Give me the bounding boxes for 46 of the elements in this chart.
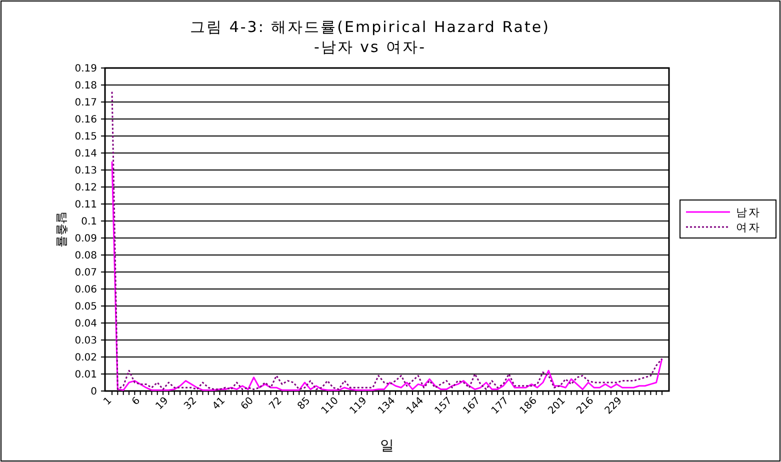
- line-series: [111, 160, 663, 391]
- y-tick-label: 0.11: [74, 200, 97, 210]
- legend-label: 남자: [736, 206, 761, 219]
- y-tick-label: 0.13: [74, 166, 97, 176]
- x-tick-label: 72: [267, 395, 284, 412]
- chart-subtitle: -남자 vs 여자-: [314, 38, 426, 56]
- x-tick-label: 85: [296, 395, 313, 412]
- x-tick-label: 6: [130, 395, 142, 408]
- y-tick-label: 0.06: [74, 284, 97, 296]
- y-tick-label: 0.04: [74, 318, 97, 330]
- y-tick-label: 0.08: [74, 250, 97, 262]
- y-tick-label: 0.19: [74, 64, 97, 74]
- x-tick-label: 119: [348, 395, 370, 417]
- y-tick-label: 0.02: [74, 352, 97, 364]
- x-tick-label: 186: [518, 395, 540, 417]
- x-tick-label: 144: [404, 395, 426, 417]
- x-tick-label: 19: [154, 395, 171, 412]
- y-tick-label: 0.07: [74, 268, 97, 278]
- y-axis-title: 탈출률: [55, 212, 69, 248]
- y-tick-label: 0.03: [74, 336, 97, 346]
- x-tick-label: 41: [210, 395, 228, 412]
- x-tick-label: 134: [376, 395, 398, 417]
- x-tick-label: 110: [320, 395, 341, 417]
- y-tick-label: 0.17: [74, 98, 97, 108]
- legend-label: 여자: [736, 221, 761, 234]
- x-tick-label: 32: [182, 395, 200, 412]
- y-tick-label: 0.09: [74, 234, 97, 244]
- chart-title: 그림 4-3: 해자드률(Empirical Hazard Rate): [190, 18, 550, 36]
- x-tick-label: 60: [239, 395, 256, 412]
- y-tick-label: 0.1: [81, 216, 97, 228]
- line-series: [111, 91, 663, 390]
- y-tick-label: 0.15: [74, 132, 97, 142]
- x-tick-label: 177: [490, 395, 512, 417]
- y-tick-label: 0.05: [74, 302, 97, 312]
- x-tick-label: 157: [433, 395, 454, 417]
- y-tick-label: 0.01: [74, 370, 97, 380]
- x-tick-label: 167: [461, 395, 483, 417]
- y-tick-label: 0.18: [74, 80, 97, 92]
- y-tick-label: 0.16: [74, 114, 97, 126]
- y-tick-label: 0: [90, 386, 97, 398]
- y-tick-label: 0.14: [74, 148, 97, 160]
- x-tick-label: 229: [603, 395, 624, 417]
- x-tick-label: 1: [102, 395, 114, 408]
- y-tick-label: 0.12: [74, 182, 97, 194]
- x-tick-label: 201: [546, 395, 568, 417]
- x-axis-title: 일: [380, 438, 394, 454]
